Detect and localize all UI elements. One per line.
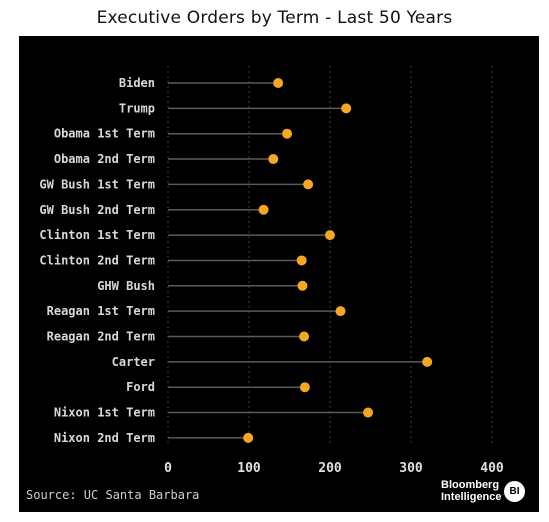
data-point-2 (282, 128, 293, 139)
data-point-14 (243, 432, 254, 443)
category-label-5: GW Bush 2nd Term (39, 203, 155, 217)
category-label-8: GHW Bush (97, 279, 155, 293)
brand-text: Bloomberg Intelligence (441, 479, 502, 503)
x-tick-label-3: 300 (399, 461, 423, 476)
data-point-10 (299, 331, 310, 342)
category-label-10: Reagan 2nd Term (47, 330, 155, 344)
data-point-1 (341, 103, 352, 114)
data-point-5 (258, 204, 269, 215)
chart-canvas: 0 100 200 300 400 Biden Trump Obama 1st Term Oba… (39, 66, 504, 476)
category-label-0: Biden (119, 76, 155, 90)
data-point-9 (335, 306, 346, 317)
data-point-3 (268, 154, 279, 165)
data-point-7 (296, 255, 307, 266)
data-point-8 (297, 280, 308, 291)
brand-badge-icon: BI (504, 481, 525, 502)
bloomberg-intelligence-logo: Bloomberg Intelligence BI (441, 479, 529, 507)
x-tick-label-4: 400 (480, 461, 504, 476)
x-tick-label-1: 100 (237, 461, 261, 476)
x-tick-label-2: 200 (318, 461, 342, 476)
data-point-12 (299, 382, 310, 393)
category-label-3: Obama 2nd Term (54, 152, 155, 166)
category-label-13: Nixon 1st Term (54, 406, 155, 420)
category-label-12: Ford (126, 380, 155, 394)
data-point-6 (325, 230, 335, 241)
category-label-1: Trump (119, 101, 155, 115)
category-label-11: Carter (112, 355, 155, 369)
category-label-6: Clinton 1st Term (39, 228, 155, 242)
data-point-13 (363, 407, 374, 418)
category-label-2: Obama 1st Term (54, 127, 155, 141)
brand-line-1: Bloomberg (441, 479, 500, 491)
source-note: Source: UC Santa Barbara (26, 488, 200, 502)
data-point-4 (303, 179, 314, 190)
chart-panel: 0 100 200 300 400 Biden Trump Obama 1st Term Oba… (19, 36, 539, 512)
data-point-0 (273, 78, 284, 88)
chart-title: Executive Orders by Term - Last 50 Years (96, 8, 453, 28)
brand-line-2: Intelligence (441, 491, 502, 503)
category-label-14: Nixon 2nd Term (54, 431, 155, 445)
x-tick-label-0: 0 (164, 461, 172, 476)
category-label-7: Clinton 2nd Term (39, 253, 155, 267)
category-label-9: Reagan 1st Term (47, 304, 155, 318)
category-label-4: GW Bush 1st Term (39, 177, 155, 191)
data-point-11 (422, 356, 433, 367)
